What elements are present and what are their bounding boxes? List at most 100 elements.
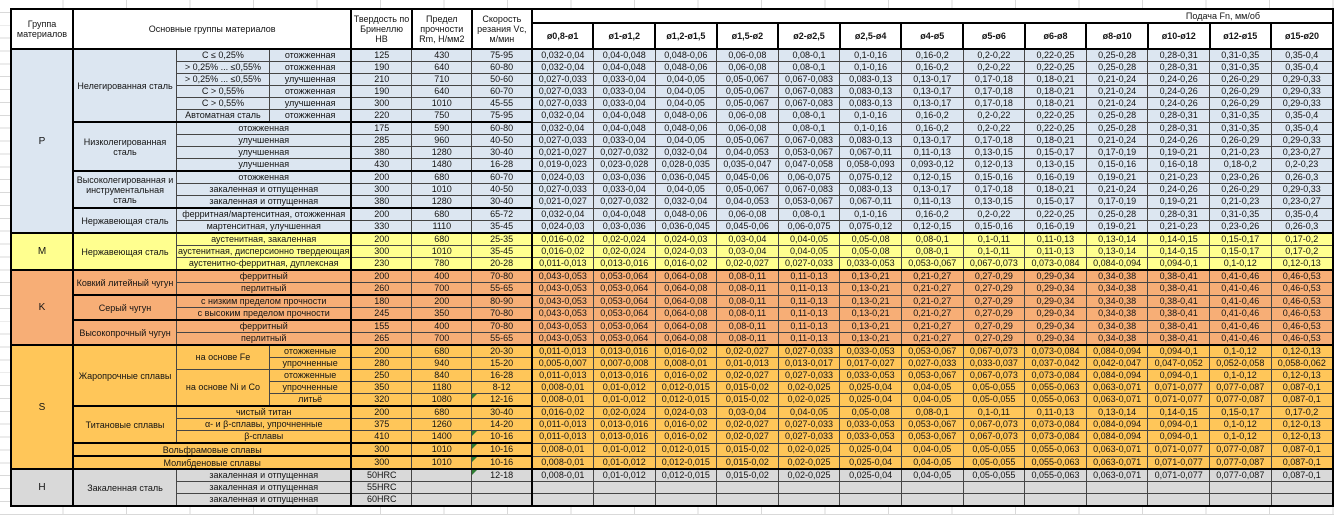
feed-value-cell[interactable]: 0,25-0,28 <box>1085 121 1149 135</box>
feed-value-cell[interactable]: 0,087-0,1 <box>1270 381 1334 394</box>
feed-value-cell[interactable]: 0,087-0,1 <box>1270 468 1334 482</box>
strength-cell[interactable]: 1260 <box>411 418 473 431</box>
feed-value-cell[interactable]: 0,027-0,033 <box>531 73 594 86</box>
material-state-cell[interactable]: упрочненные <box>268 381 353 394</box>
hardness-cell[interactable]: 200 <box>350 232 413 246</box>
cutting-speed-cell[interactable]: 12-16 <box>471 393 533 407</box>
material-family-cell[interactable]: Титановые сплавы <box>72 405 178 444</box>
feed-value-cell[interactable]: 0,083-0,13 <box>839 134 902 147</box>
feed-value-cell[interactable]: 0,033-0,04 <box>592 183 656 196</box>
feed-value-cell[interactable]: 0,05-0,067 <box>716 183 779 196</box>
diameter-col-header[interactable]: ø1,2-ø1,5 <box>654 22 718 50</box>
feed-value-cell[interactable]: 0,27-0,29 <box>962 332 1026 346</box>
feed-value-cell[interactable]: 0,13-0,21 <box>839 294 902 308</box>
feed-value-cell[interactable]: 0,036-0,045 <box>654 170 718 184</box>
feed-value-cell[interactable]: 0,25-0,28 <box>1085 109 1149 123</box>
feed-value-cell[interactable]: 0,04-0,053 <box>716 195 779 209</box>
feed-value-cell[interactable]: 0,27-0,29 <box>962 294 1026 308</box>
feed-value-cell[interactable]: 0,055-0,063 <box>1024 455 1087 470</box>
feed-value-cell[interactable]: 0,26-0,29 <box>1209 134 1272 147</box>
cutting-speed-cell[interactable]: 12-18 <box>471 468 533 482</box>
feed-value-cell[interactable]: 0,067-0,073 <box>962 344 1026 358</box>
strength-cell[interactable]: 710 <box>411 73 473 86</box>
material-state-cell[interactable]: улучшенная <box>176 146 353 159</box>
feed-value-cell[interactable]: 0,094-0,1 <box>1147 369 1210 382</box>
strength-cell[interactable]: 640 <box>411 61 473 74</box>
material-family-cell[interactable]: Вольфрамовые сплавы <box>72 442 353 457</box>
feed-value-cell[interactable] <box>1147 493 1210 507</box>
feed-value-cell[interactable]: 0,077-0,087 <box>1209 468 1272 482</box>
feed-value-cell[interactable]: 0,045-0,06 <box>716 220 779 234</box>
feed-value-cell[interactable] <box>592 481 656 494</box>
feed-value-cell[interactable]: 0,14-0,15 <box>1147 405 1210 419</box>
feed-value-cell[interactable]: 0,03-0,04 <box>716 245 779 258</box>
hardness-cell[interactable]: 200 <box>350 344 413 358</box>
feed-value-cell[interactable]: 0,1-0,16 <box>839 48 902 62</box>
feed-value-cell[interactable]: 0,08-0,11 <box>716 269 779 283</box>
cutting-speed-cell[interactable]: 8-12 <box>471 381 533 394</box>
feed-value-cell[interactable]: 0,06-0,08 <box>716 61 779 74</box>
feed-value-cell[interactable]: 0,015-0,02 <box>716 393 779 407</box>
feed-value-cell[interactable]: 0,34-0,38 <box>1085 282 1149 296</box>
strength-cell[interactable]: 1280 <box>411 195 473 209</box>
feed-value-cell[interactable]: 0,084-0,094 <box>1085 430 1149 444</box>
strength-cell[interactable]: 350 <box>411 307 473 321</box>
feed-value-cell[interactable]: 0,21-0,24 <box>1085 85 1149 98</box>
feed-value-cell[interactable]: 0,02-0,024 <box>592 405 656 419</box>
feed-value-cell[interactable]: 0,08-0,1 <box>777 61 841 74</box>
feed-value-cell[interactable]: 0,12-0,13 <box>962 158 1026 172</box>
feed-value-cell[interactable]: 0,17-0,18 <box>962 73 1026 86</box>
feed-value-cell[interactable]: 0,027-0,033 <box>777 369 841 382</box>
feed-value-cell[interactable]: 0,24-0,26 <box>1147 97 1210 110</box>
feed-value-cell[interactable]: 0,15-0,17 <box>1209 232 1272 246</box>
feed-value-cell[interactable]: 0,073-0,084 <box>1024 418 1087 431</box>
feed-value-cell[interactable]: 0,015-0,02 <box>716 455 779 470</box>
strength-cell[interactable]: 1180 <box>411 381 473 394</box>
material-state-cell[interactable]: аустенитно-ферритная, дуплексная <box>176 257 353 271</box>
feed-value-cell[interactable]: 0,19-0,21 <box>1147 195 1210 209</box>
strength-cell[interactable]: 1280 <box>411 146 473 159</box>
feed-value-cell[interactable]: 0,17-0,18 <box>962 134 1026 147</box>
feed-value-cell[interactable]: 0,055-0,063 <box>1024 381 1087 394</box>
feed-value-cell[interactable]: 0,34-0,38 <box>1085 332 1149 346</box>
feed-value-cell[interactable]: 0,17-0,19 <box>1085 195 1149 209</box>
feed-value-cell[interactable]: 0,01-0,012 <box>592 442 656 457</box>
feed-value-cell[interactable]: 0,21-0,27 <box>900 307 964 321</box>
feed-value-cell[interactable]: 0,02-0,025 <box>777 468 841 482</box>
feed-value-cell[interactable]: 0,021-0,027 <box>531 146 594 159</box>
material-state-cell[interactable]: с низким пределом прочности <box>176 294 353 308</box>
strength-cell[interactable]: 1010 <box>411 183 473 196</box>
feed-value-cell[interactable]: 0,08-0,1 <box>900 245 964 258</box>
feed-value-cell[interactable]: 0,011-0,013 <box>531 369 594 382</box>
feed-value-cell[interactable]: 0,35-0,4 <box>1270 109 1334 123</box>
feed-value-cell[interactable]: 0,15-0,17 <box>1024 146 1087 159</box>
feed-value-cell[interactable]: 0,032-0,04 <box>654 195 718 209</box>
feed-value-cell[interactable] <box>654 481 718 494</box>
feed-value-cell[interactable]: 0,34-0,38 <box>1085 307 1149 321</box>
feed-value-cell[interactable]: 0,41-0,46 <box>1209 332 1272 346</box>
feed-value-cell[interactable]: 0,02-0,024 <box>592 245 656 258</box>
feed-value-cell[interactable]: 0,071-0,077 <box>1147 381 1210 394</box>
feed-value-cell[interactable]: 0,04-0,05 <box>777 245 841 258</box>
feed-value-cell[interactable]: 0,46-0,53 <box>1270 282 1334 296</box>
feed-value-cell[interactable]: 0,12-0,15 <box>900 170 964 184</box>
feed-value-cell[interactable]: 0,28-0,31 <box>1147 48 1210 62</box>
feed-value-cell[interactable]: 0,23-0,26 <box>1209 220 1272 234</box>
feed-value-cell[interactable] <box>1270 493 1334 507</box>
feed-value-cell[interactable]: 0,083-0,13 <box>839 73 902 86</box>
feed-value-cell[interactable]: 0,22-0,25 <box>1024 109 1087 123</box>
feed-value-cell[interactable]: 0,053-0,064 <box>592 282 656 296</box>
group-code-cell[interactable]: H <box>10 468 74 507</box>
feed-value-cell[interactable]: 0,24-0,26 <box>1147 73 1210 86</box>
feed-value-cell[interactable]: 0,043-0,053 <box>531 282 594 296</box>
feed-value-cell[interactable]: 0,027-0,033 <box>531 183 594 196</box>
feed-value-cell[interactable]: 0,21-0,23 <box>1147 220 1210 234</box>
feed-value-cell[interactable]: 0,29-0,34 <box>1024 294 1087 308</box>
feed-value-cell[interactable]: 0,077-0,087 <box>1209 442 1272 457</box>
feed-value-cell[interactable]: 0,17-0,18 <box>962 85 1026 98</box>
feed-value-cell[interactable]: 0,011-0,013 <box>531 418 594 431</box>
material-state-cell[interactable]: ферритный <box>176 319 353 333</box>
feed-value-cell[interactable]: 0,073-0,084 <box>1024 344 1087 358</box>
feed-value-cell[interactable] <box>777 493 841 507</box>
feed-value-cell[interactable]: 0,18-0,21 <box>1024 97 1087 110</box>
